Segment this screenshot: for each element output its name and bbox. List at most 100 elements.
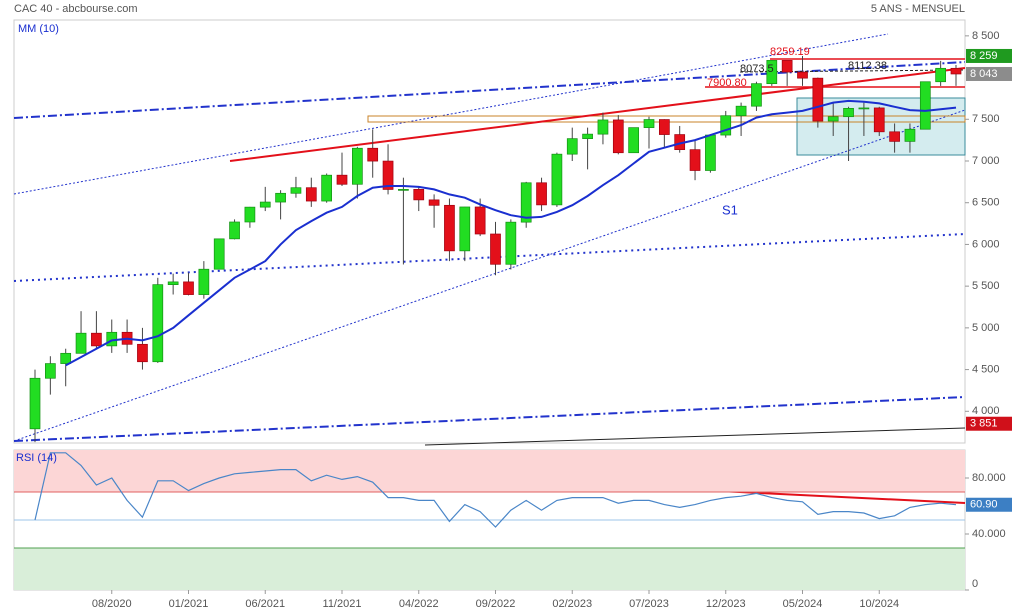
candle-body [950, 67, 962, 75]
trend-line [424, 427, 966, 446]
price-marker [966, 66, 1012, 81]
candle-body [91, 332, 102, 347]
candle-body [137, 343, 148, 363]
annotation: 8112.38 [848, 60, 887, 72]
candle-body [336, 174, 348, 185]
candle-body [551, 153, 563, 206]
annotation: 8259.19 [770, 46, 810, 58]
candle-body [352, 147, 363, 185]
annotation: S1 [722, 202, 738, 217]
y-tick-label: 7 500 [972, 113, 1000, 125]
candle-body [290, 187, 302, 194]
price-marker-label: 8 043 [970, 68, 998, 80]
candle-body [520, 182, 532, 223]
candle-body [213, 238, 225, 270]
price-marker-label: 8 259 [970, 50, 998, 62]
y-tick-label: 0 [972, 578, 978, 590]
candle-body [919, 81, 931, 130]
y-tick-label: 6 500 [972, 197, 1000, 209]
rsi-title: RSI (14) [16, 452, 57, 464]
x-tick-label: 10/2024 [859, 598, 899, 610]
candle-body [827, 116, 839, 122]
candle-body [259, 201, 271, 208]
y-tick-label: 4 500 [972, 363, 1000, 375]
moving-average [65, 99, 957, 367]
candle-body [444, 204, 455, 252]
trend-line [13, 396, 966, 442]
candle-body [797, 71, 808, 79]
candle-body [474, 206, 486, 235]
x-tick-label: 06/2021 [245, 598, 285, 610]
y-tick-label: 5 000 [972, 322, 1000, 334]
candle-body [428, 199, 440, 206]
candle-body [843, 108, 854, 118]
candle-body [367, 147, 379, 162]
y-tick-label: 4 000 [972, 405, 1000, 417]
candle-body [858, 107, 870, 110]
rsi-marker-label: 60.90 [970, 499, 998, 511]
candle-body [60, 352, 72, 364]
candle-body [29, 377, 41, 430]
trend-line [13, 61, 966, 119]
oversold-zone [14, 548, 965, 590]
candle-body [459, 206, 471, 252]
candle-body [244, 206, 256, 223]
candle-body [658, 119, 670, 135]
x-tick-label: 01/2021 [169, 598, 209, 610]
price-marker [966, 48, 1012, 63]
annotation: 7900.80 [707, 77, 747, 89]
y-tick-label: 6 000 [972, 238, 1000, 250]
candle-body [705, 134, 716, 171]
candle-body [44, 363, 56, 379]
chart-subtitle: 5 ANS - MENSUEL [871, 3, 965, 15]
candle-body [612, 119, 624, 154]
candle-body [812, 77, 824, 122]
candle-body [643, 119, 655, 128]
annotation: 8073.5 [740, 63, 774, 75]
candle-body [935, 67, 947, 83]
candle-body [751, 83, 762, 107]
price-marker-label: 3 851 [970, 418, 998, 430]
candle-body [628, 127, 640, 154]
candle-body [398, 189, 409, 191]
channel-line [13, 33, 889, 195]
candle-body [167, 281, 179, 285]
y-tick-label: 7 000 [972, 155, 1000, 167]
candle-body [321, 174, 332, 202]
rsi-marker [966, 497, 1012, 512]
candle-body [904, 128, 916, 142]
y-tick-label: 8 500 [972, 30, 1000, 42]
candle-body [873, 107, 885, 133]
rsi-line [34, 452, 957, 528]
candle-body [689, 149, 701, 171]
candle-body [183, 281, 194, 295]
candle-body [781, 60, 793, 73]
candle-body [566, 138, 578, 155]
x-tick-label: 04/2022 [399, 598, 439, 610]
price-marker [966, 416, 1012, 431]
x-tick-label: 07/2023 [629, 598, 669, 610]
support-line [13, 233, 966, 282]
candle-body [305, 187, 317, 202]
x-tick-label: 11/2021 [323, 598, 362, 610]
candle-body [582, 133, 593, 139]
candle-body [889, 131, 900, 142]
candle-body [505, 221, 517, 265]
x-tick-label: 05/2024 [783, 598, 823, 610]
candle-body [75, 332, 87, 354]
y-tick-label: 5 500 [972, 280, 1000, 292]
candle-body [413, 189, 425, 201]
x-tick-label: 09/2022 [476, 598, 516, 610]
level-line [739, 69, 966, 73]
candle-body [766, 60, 778, 85]
x-tick-label: 08/2020 [92, 598, 132, 610]
y-tick-label: 40.000 [972, 528, 1006, 540]
candle-body [382, 160, 394, 190]
resistance-line [229, 67, 966, 162]
x-tick-label: 12/2023 [706, 598, 746, 610]
candle-body [275, 192, 286, 203]
candle-body [229, 221, 240, 240]
x-tick-label: 02/2023 [552, 598, 592, 610]
y-tick-label: 80.000 [972, 472, 1006, 484]
